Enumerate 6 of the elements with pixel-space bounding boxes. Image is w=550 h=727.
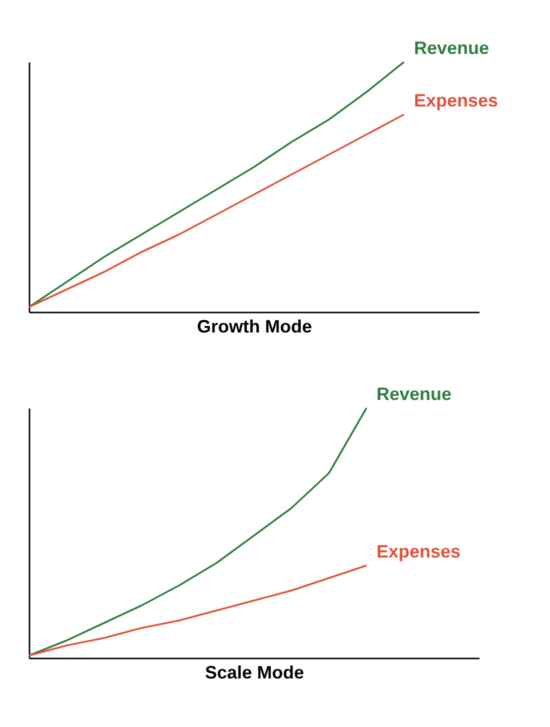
series-label: Revenue	[376, 384, 452, 404]
x-axis-title: Scale Mode	[204, 662, 304, 682]
series-label: Expenses	[376, 542, 461, 562]
series-label: Revenue	[414, 38, 490, 58]
series-label: Expenses	[414, 90, 498, 110]
x-axis-title: Growth Mode	[197, 316, 312, 336]
